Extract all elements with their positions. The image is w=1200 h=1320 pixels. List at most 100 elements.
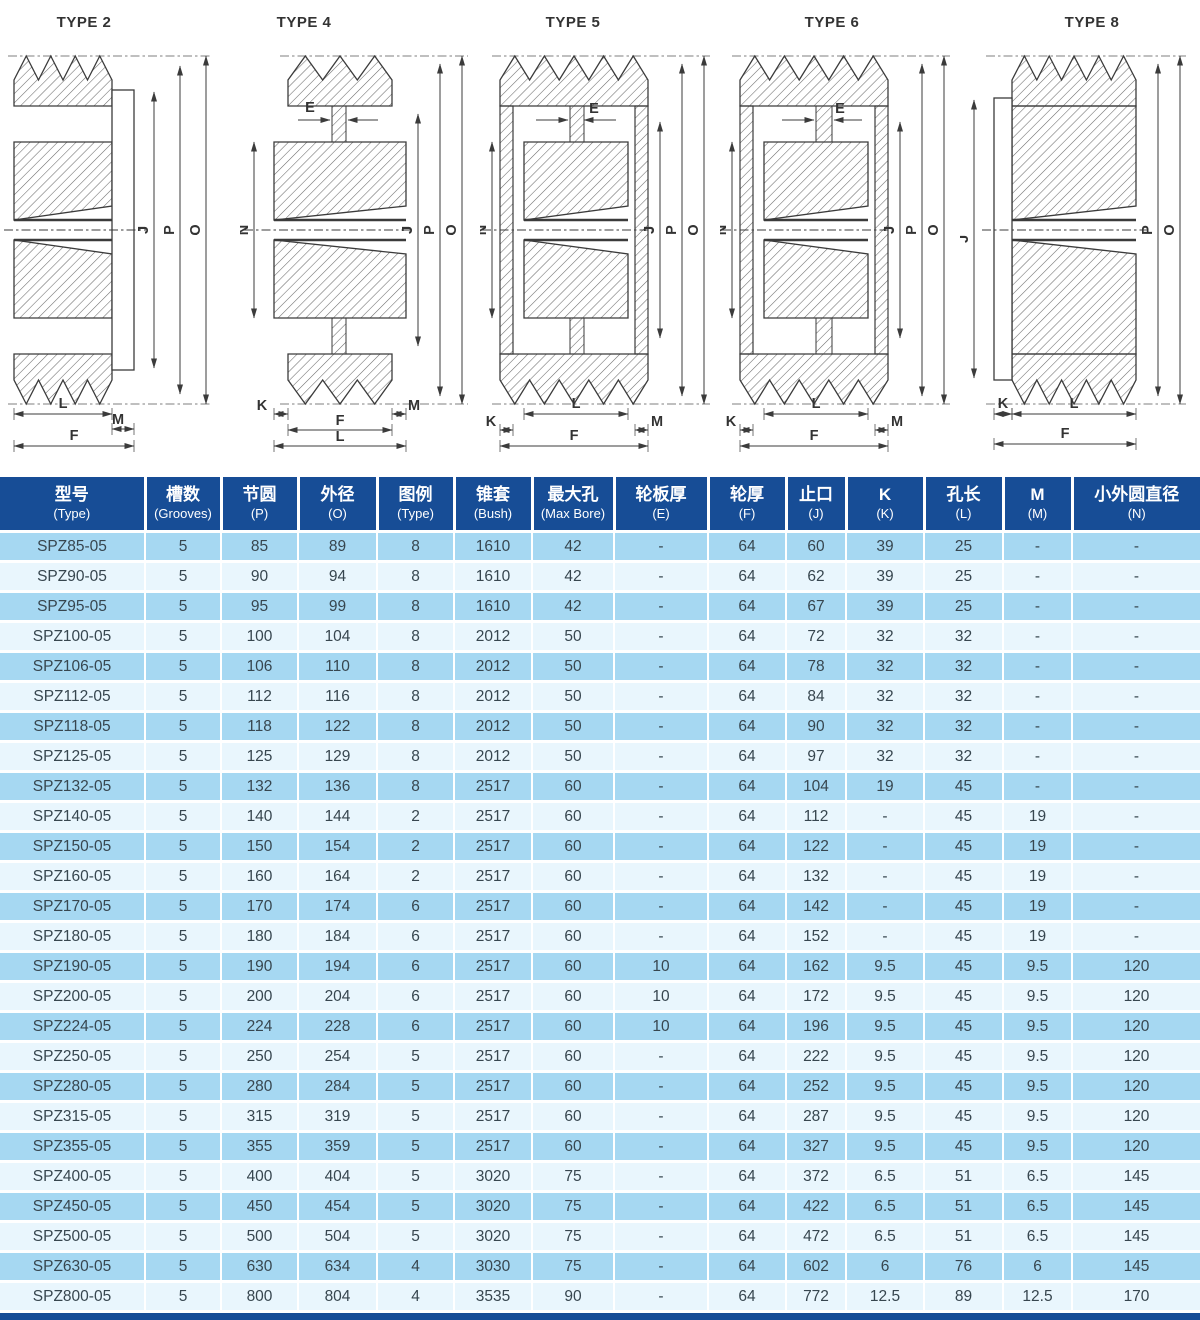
table-cell: 5	[145, 532, 221, 562]
table-cell: 64	[708, 952, 786, 982]
table-cell: 450	[221, 1192, 298, 1222]
table-cell: 60	[786, 532, 846, 562]
table-cell: 32	[924, 712, 1003, 742]
dimension-label-F: F	[1061, 426, 1070, 442]
table-cell: 39	[846, 592, 924, 622]
table-cell: 64	[708, 742, 786, 772]
dimension-P: P	[162, 66, 180, 394]
taper-bush-upper	[14, 142, 112, 220]
table-cell: 6	[377, 1012, 454, 1042]
table-cell: 224	[221, 1012, 298, 1042]
table-cell: 120	[1072, 1132, 1200, 1162]
table-cell: 2517	[454, 832, 532, 862]
table-cell: 6.5	[846, 1222, 924, 1252]
table-cell: 3535	[454, 1282, 532, 1312]
table-cell: 64	[708, 682, 786, 712]
table-cell: 60	[532, 772, 614, 802]
table-cell: 136	[298, 772, 377, 802]
table-cell: 5	[377, 1072, 454, 1102]
table-cell: 120	[1072, 1102, 1200, 1132]
table-cell: 120	[1072, 952, 1200, 982]
dimension-O: O	[188, 56, 206, 404]
table-cell: 45	[924, 982, 1003, 1012]
table-cell: 5	[377, 1132, 454, 1162]
table-cell: 45	[924, 952, 1003, 982]
table-cell: 4	[377, 1252, 454, 1282]
column-header-en: (E)	[616, 506, 707, 522]
table-cell: 228	[298, 1012, 377, 1042]
table-cell: 5	[145, 1252, 221, 1282]
table-cell: SPZ180-05	[0, 922, 145, 952]
table-cell: 45	[924, 832, 1003, 862]
table-cell: 51	[924, 1162, 1003, 1192]
dimension-P: P	[904, 64, 922, 396]
table-cell: -	[1072, 562, 1200, 592]
table-cell: 5	[145, 922, 221, 952]
table-cell: 6	[1003, 1252, 1072, 1282]
table-cell: SPZ250-05	[0, 1042, 145, 1072]
table-cell: 106	[221, 652, 298, 682]
dimension-O: O	[444, 56, 462, 404]
table-cell: 252	[786, 1072, 846, 1102]
table-cell: -	[614, 622, 708, 652]
table-cell: 772	[786, 1282, 846, 1312]
table-cell: 5	[145, 1192, 221, 1222]
table-cell: 97	[786, 742, 846, 772]
table-cell: 122	[786, 832, 846, 862]
column-header-zh: K	[848, 484, 923, 506]
dimension-label-L: L	[1070, 396, 1079, 412]
table-cell: 5	[377, 1102, 454, 1132]
table-cell: 42	[532, 532, 614, 562]
groove-rim-top	[500, 56, 648, 106]
table-cell: 5	[377, 1192, 454, 1222]
column-header-en: (Bush)	[456, 506, 531, 522]
table-cell: 804	[298, 1282, 377, 1312]
table-cell: 9.5	[1003, 982, 1072, 1012]
dimension-label-N: N	[720, 225, 730, 235]
pulley-cross-section-type-4: ENJPOKMFL	[240, 34, 480, 454]
table-cell: 9.5	[846, 1042, 924, 1072]
table-cell: 9.5	[1003, 1072, 1072, 1102]
table-cell: 3020	[454, 1162, 532, 1192]
dimension-P: P	[1140, 64, 1158, 396]
table-cell: 118	[221, 712, 298, 742]
column-header: 小外圆直径(N)	[1072, 476, 1200, 532]
table-cell: -	[1003, 532, 1072, 562]
table-cell: 60	[532, 1132, 614, 1162]
diagram-title: TYPE 6	[712, 12, 952, 34]
table-cell: 64	[708, 862, 786, 892]
table-cell: 6.5	[1003, 1162, 1072, 1192]
table-cell: 8	[377, 622, 454, 652]
table-cell: 5	[145, 1132, 221, 1162]
table-cell: 64	[708, 562, 786, 592]
spigot-flange-plate	[994, 98, 1012, 380]
dimension-label-P: P	[1140, 225, 1156, 235]
table-cell: 60	[532, 862, 614, 892]
taper-bush-upper	[1012, 106, 1136, 220]
table-cell: 32	[846, 622, 924, 652]
table-cell: 112	[786, 802, 846, 832]
table-cell: 5	[377, 1222, 454, 1252]
column-header: 最大孔(Max Bore)	[532, 476, 614, 532]
table-cell: 94	[298, 562, 377, 592]
table-cell: SPZ224-05	[0, 1012, 145, 1042]
table-cell: 204	[298, 982, 377, 1012]
diagram-title: TYPE 8	[972, 12, 1200, 34]
table-cell: 9.5	[1003, 1012, 1072, 1042]
table-cell: 9.5	[1003, 1102, 1072, 1132]
groove-rim-bottom	[288, 354, 392, 404]
table-cell: 60	[532, 832, 614, 862]
table-cell: 145	[1072, 1252, 1200, 1282]
table-cell: -	[614, 682, 708, 712]
table-cell: 132	[786, 862, 846, 892]
table-cell: 122	[298, 712, 377, 742]
table-cell: 10	[614, 952, 708, 982]
